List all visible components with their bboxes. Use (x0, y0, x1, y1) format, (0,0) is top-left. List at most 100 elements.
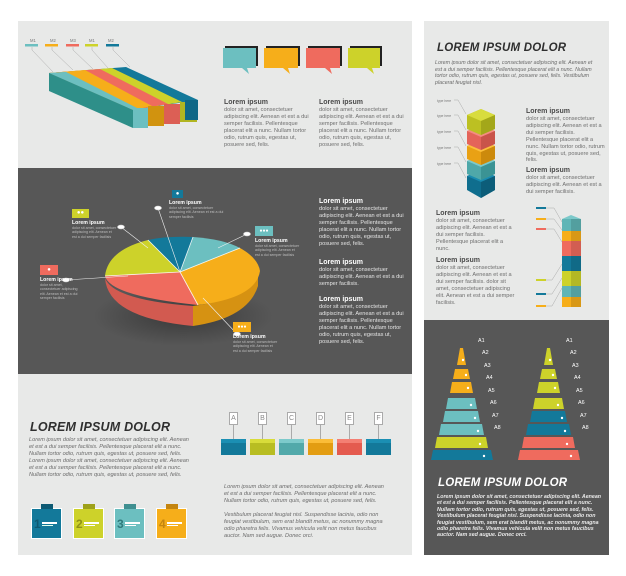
callout-body: dolor sit amet, consectetuer adipiscing … (233, 340, 278, 353)
text-block: Lorem ipsum dolor sit amet, consectetuer… (319, 198, 404, 247)
pyramid-label: A6 (490, 400, 497, 406)
clipboard-number: 1 (34, 517, 41, 531)
pie-callout: ●●● Lorem ipsum dolor sit amet, consecte… (233, 322, 278, 353)
clipboard-card: 4 (156, 504, 187, 539)
block-body: dolor sit amet, consectetuer adipiscing … (319, 267, 404, 287)
pyramid-label: A3 (572, 363, 579, 369)
pyramid-left (431, 348, 493, 460)
box-item: C (278, 412, 306, 460)
callout-body: dolor sit amet, consectetuer adipiscing … (40, 283, 78, 301)
block-title: Lorem ipsum (319, 198, 363, 205)
pyramid-charts (431, 348, 580, 460)
block-body: dolor sit amet, consectetuer adipiscing … (436, 218, 512, 252)
box-item: E (336, 412, 364, 460)
pyramid-label: A7 (492, 413, 499, 419)
pyramid-right (518, 348, 580, 460)
block-title: Lorem ipsum (526, 167, 570, 174)
box-label: E (345, 412, 354, 425)
block-title: Lorem ipsum (319, 296, 363, 303)
paragraph: Vestibulum placerat feugiat nisl. Suspen… (224, 512, 383, 539)
group-icon: ●●● (255, 226, 273, 236)
right-title: LOREM IPSUM DOLOR (437, 42, 567, 54)
pyramid-label: A1 (566, 338, 573, 344)
pyramid-label: A8 (582, 425, 589, 431)
section-title: LOREM IPSUM DOLOR (30, 420, 171, 434)
block-title: Lorem ipsum (319, 259, 363, 266)
callout-body: dolor sit amet, consectetuer adipiscing … (255, 244, 300, 257)
block-body: dolor sit amet, consectetuer adipiscing … (319, 304, 404, 345)
bar-legend: M1 M2 M3 M1 M2 (26, 38, 136, 50)
couple-icon: ●● (72, 209, 89, 218)
block-title: Lorem ipsum (436, 210, 480, 217)
callout-title: Lorem ipsum (233, 334, 266, 340)
text-block: Lorem ipsum dolor sit amet, consectetuer… (319, 296, 404, 345)
cube-label: type here (437, 99, 452, 103)
pyramid-label: A2 (570, 350, 577, 356)
clipboard-row: 1 2 3 4 (30, 500, 190, 542)
text-block: Lorem ipsum dolor sit amet, consectetuer… (319, 99, 405, 148)
legend-label: M1 (89, 38, 95, 43)
pyramid-label: A4 (486, 375, 493, 381)
pyramid-label: A2 (482, 350, 489, 356)
stacked-tower (536, 207, 581, 307)
callout-title: Lorem ipsum (40, 277, 73, 283)
clipboard-card: 1 (31, 504, 62, 539)
speech-bubbles (223, 46, 382, 74)
group-icon: ●●● (233, 322, 251, 332)
callout-title: Lorem ipsum (72, 220, 105, 226)
pyramid-left-labels: A1 A2 A3 A4 A5 A6 A7 A8 (478, 338, 501, 438)
pie-callout: ●● Lorem ipsum dolor sit amet, consectet… (72, 209, 117, 239)
callout-body: dolor sit amet, consectetuer adipiscing … (72, 226, 117, 239)
clipboard-number: 3 (117, 517, 124, 531)
pyramid-label: A5 (488, 388, 495, 394)
speech-bubble-icon (223, 46, 382, 74)
text-block: Lorem ipsum dolor sit amet, consectetuer… (436, 210, 516, 253)
clipboard-card: 2 (73, 504, 104, 539)
stacked-3d-bar-chart (25, 44, 198, 128)
box-label: C (287, 412, 296, 425)
block-title: Lorem ipsum (436, 257, 480, 264)
right-bottom-body: Lorem ipsum dolor sit amet, consectetuer… (437, 494, 602, 539)
right-bottom-title: LOREM IPSUM DOLOR (438, 477, 568, 489)
box-label: F (374, 412, 383, 425)
cube-label: type here (437, 162, 452, 166)
legend-label: M1 (30, 38, 36, 43)
section-body: Lorem ipsum dolor sit amet, consectetuer… (29, 437, 189, 478)
box-item: D (307, 412, 335, 460)
clipboard-card: 3 (114, 504, 145, 539)
box-label: B (258, 412, 267, 425)
clipboard-number: 4 (159, 517, 166, 531)
cube-stack (454, 99, 495, 198)
clipboard-number: 2 (76, 517, 83, 531)
legend-label: M3 (70, 38, 76, 43)
box-item: A (220, 412, 248, 460)
paragraph: Lorem ipsum dolor sit amet, consectetuer… (224, 484, 384, 504)
box-label: D (316, 412, 325, 425)
text-block: Lorem ipsum dolor sit amet, consectetuer… (224, 99, 310, 148)
pyramid-label: A5 (576, 388, 583, 394)
block-title: Lorem ipsum (224, 99, 268, 106)
block-body: dolor sit amet, consectetuer adipiscing … (319, 206, 404, 247)
block-body: dolor sit amet, consectetuer adipiscing … (224, 107, 309, 148)
pie-callout: ● Lorem ipsum dolor sit amet, consectetu… (169, 190, 229, 219)
pyramid-label: A3 (484, 363, 491, 369)
block-title: Lorem ipsum (319, 99, 363, 106)
lettered-boxes: A B C D E F (220, 412, 395, 462)
pyramid-label: A8 (494, 425, 501, 431)
pyramid-label: A1 (478, 338, 485, 344)
cube-label: type here (437, 146, 452, 150)
person-icon: ● (40, 265, 58, 275)
pyramid-right-labels: A1 A2 A3 A4 A5 A6 A7 A8 (566, 338, 589, 438)
callout-title: Lorem ipsum (169, 200, 202, 206)
pie-callout: ● Lorem ipsum dolor sit amet, consectetu… (40, 265, 84, 301)
pyramid-label: A4 (574, 375, 581, 381)
block-body: dolor sit amet, consectetuer adipiscing … (526, 175, 602, 195)
pie-callout: ●●● Lorem ipsum dolor sit amet, consecte… (255, 226, 300, 257)
cube-label: type here (437, 130, 452, 134)
text-block: Lorem ipsum dolor sit amet, consectetuer… (436, 257, 516, 306)
block-body: dolor sit amet, consectetuer adipiscing … (319, 107, 404, 148)
pyramid-label: A7 (580, 413, 587, 419)
pie-chart-3d (62, 205, 273, 346)
box-label: A (229, 412, 238, 425)
text-block: Lorem ipsum dolor sit amet, consectetuer… (526, 108, 606, 164)
